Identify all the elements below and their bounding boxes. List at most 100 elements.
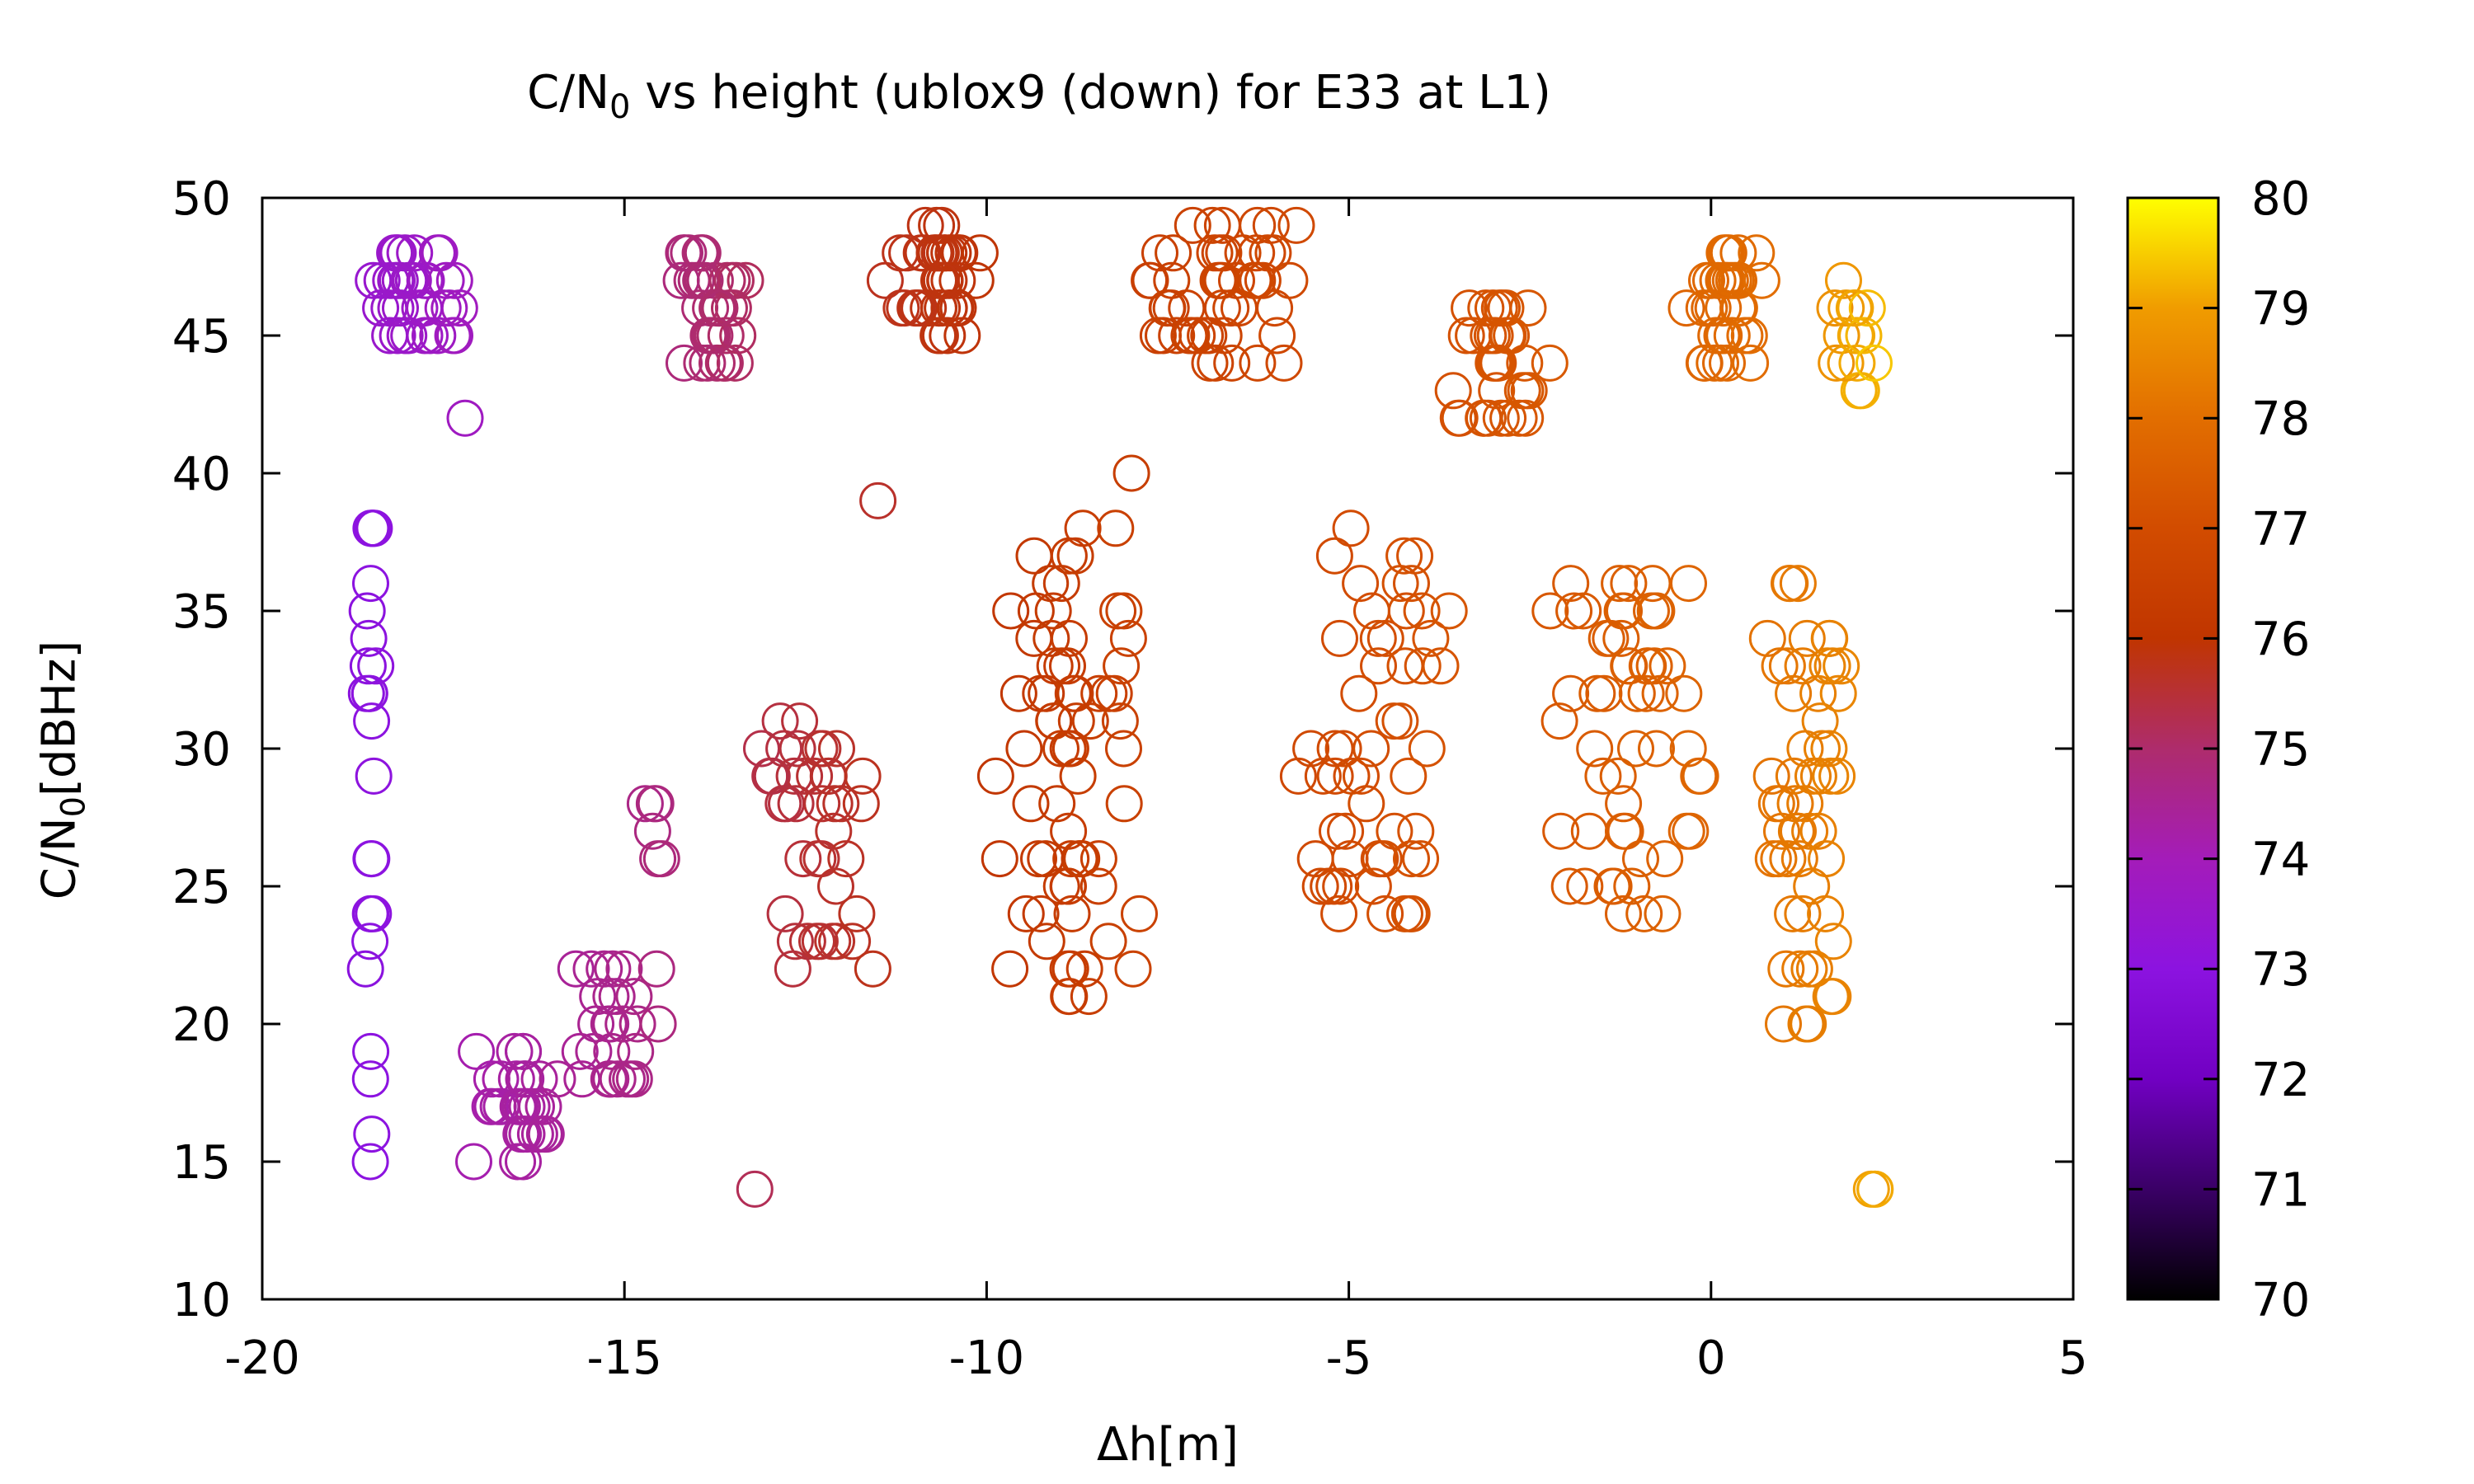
data-point [1387, 592, 1425, 630]
data-point [1434, 372, 1472, 410]
data-point [1669, 730, 1707, 768]
data-point [1221, 289, 1258, 327]
data-point [1602, 619, 1640, 657]
data-point [1606, 812, 1644, 850]
data-point [1315, 537, 1353, 575]
data-point [1478, 372, 1516, 410]
data-point [1856, 344, 1893, 382]
colorbar-tick-label: 75 [2251, 723, 2310, 777]
data-point [1079, 840, 1117, 878]
data-point [1531, 344, 1569, 382]
data-point [1366, 895, 1404, 932]
data-point [1197, 344, 1235, 382]
data-point [1408, 730, 1446, 768]
data-point [1155, 234, 1192, 272]
data-point [1319, 812, 1356, 850]
data-point [1487, 289, 1525, 327]
data-point [854, 950, 891, 988]
data-point [1359, 619, 1397, 657]
data-point [1638, 592, 1676, 630]
data-point [615, 978, 653, 1016]
data-point [1027, 840, 1065, 878]
data-point [1178, 317, 1216, 355]
data-point [351, 895, 389, 932]
data-point [1239, 344, 1277, 382]
data-point [1845, 317, 1883, 355]
data-point [1052, 840, 1090, 878]
data-point [1022, 895, 1060, 932]
data-point [617, 1032, 655, 1070]
data-point [1404, 647, 1442, 685]
data-point [1665, 674, 1703, 712]
data-point [1080, 674, 1118, 712]
data-point [1641, 674, 1679, 712]
data-point [1788, 619, 1826, 657]
data-point [1402, 840, 1440, 878]
data-point [1552, 565, 1590, 603]
y-tick-label: 25 [172, 861, 231, 914]
data-point [1065, 950, 1103, 988]
data-point [1105, 785, 1143, 823]
data-point [1787, 1005, 1825, 1043]
data-point [1158, 317, 1196, 355]
data-point [1790, 1005, 1827, 1043]
data-point [1767, 950, 1805, 988]
data-point [818, 730, 855, 768]
data-point [504, 1115, 542, 1153]
data-point [1625, 895, 1663, 932]
data-point [351, 923, 389, 960]
data-point [1393, 840, 1430, 878]
data-point [350, 674, 388, 712]
data-point [394, 261, 432, 299]
data-point [1390, 757, 1427, 795]
data-point [1239, 261, 1277, 299]
data-point [991, 950, 1029, 988]
data-point [1696, 344, 1733, 382]
data-point [615, 1060, 653, 1098]
data-point [1332, 510, 1370, 547]
data-point [1775, 757, 1813, 795]
data-point [1354, 867, 1392, 905]
data-point [1321, 619, 1358, 657]
data-point [1340, 674, 1378, 712]
colorbar-tick-label: 73 [2251, 943, 2310, 997]
data-point [1342, 565, 1380, 603]
data-point [1012, 785, 1050, 823]
data-point [711, 289, 748, 327]
data-point [1776, 785, 1814, 823]
data-point [934, 234, 972, 272]
data-point [1324, 730, 1362, 768]
data-point [1265, 344, 1303, 382]
data-point [801, 923, 839, 960]
data-point [351, 1143, 389, 1181]
data-point [1635, 647, 1673, 685]
data-point [999, 674, 1037, 712]
data-point [1482, 399, 1520, 437]
data-point [1713, 317, 1751, 355]
data-point [1050, 978, 1088, 1016]
data-point [352, 1032, 390, 1070]
data-point [1670, 565, 1707, 603]
data-point [1531, 592, 1569, 630]
data-point [357, 647, 395, 685]
data-point [1779, 565, 1817, 603]
data-point [1385, 537, 1423, 575]
data-point [1610, 647, 1648, 685]
data-point [1352, 730, 1390, 768]
data-point [1053, 895, 1091, 932]
data-point [1576, 730, 1614, 768]
data-point [1667, 812, 1705, 850]
data-point [557, 950, 595, 988]
data-point [1049, 950, 1087, 988]
colorbar-tick-label: 71 [2251, 1163, 2310, 1217]
data-point [1719, 234, 1757, 272]
data-point [1005, 730, 1043, 768]
data-point [781, 702, 819, 740]
x-tick-label: -5 [1326, 1331, 1372, 1385]
data-point [1780, 840, 1818, 878]
data-point [1595, 867, 1633, 905]
data-point [1366, 619, 1404, 657]
y-tick-label: 30 [172, 723, 231, 777]
data-point [346, 950, 384, 988]
data-point [1774, 895, 1812, 932]
